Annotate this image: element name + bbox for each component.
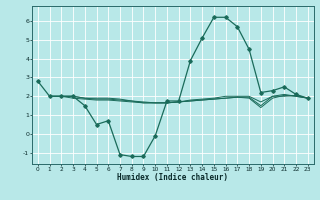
- X-axis label: Humidex (Indice chaleur): Humidex (Indice chaleur): [117, 173, 228, 182]
